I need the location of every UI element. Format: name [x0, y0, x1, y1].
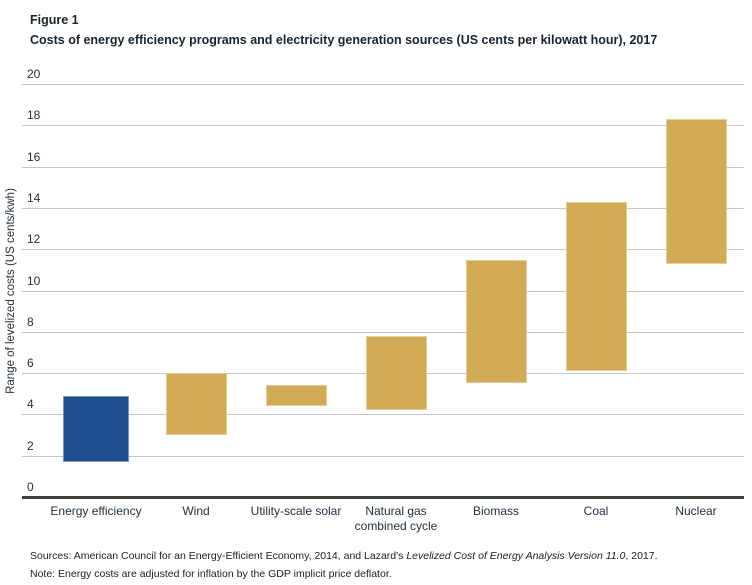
chart-title: Costs of energy efficiency programs and …: [30, 33, 658, 47]
y-tick-label-2: 2: [27, 438, 34, 453]
y-tick-label-18: 18: [27, 108, 41, 123]
x-tick-label-coal: Coal: [583, 504, 609, 518]
x-axis-line: [22, 496, 744, 499]
gridline-14: [22, 207, 744, 209]
x-tick-label-wind: Wind: [182, 504, 210, 518]
bar-energy-efficiency: [63, 395, 129, 462]
x-tick-label-natural-gas-combined-cycle: Natural gas combined cycle: [354, 504, 438, 533]
bar-wind: [165, 373, 227, 436]
x-tick-label-nuclear: Nuclear: [675, 504, 717, 518]
sources-text: Sources: American Council for an Energy-…: [30, 550, 407, 562]
sources-italic-text: Levelized Cost of Energy Analysis Versio…: [406, 550, 626, 562]
y-tick-label-0: 0: [27, 480, 34, 494]
gridline-18: [22, 125, 744, 127]
sources-line: Sources: American Council for an Energy-…: [30, 550, 745, 562]
gridline-8: [22, 331, 744, 333]
figure-label: Figure 1: [30, 13, 79, 27]
y-tick-label-6: 6: [27, 356, 34, 371]
gridline-16: [22, 166, 744, 168]
y-tick-label-8: 8: [27, 314, 34, 329]
gridline-10: [22, 290, 744, 292]
gridline-12: [22, 249, 744, 251]
x-tick-label-biomass: Biomass: [472, 504, 519, 518]
bar-biomass: [465, 259, 527, 384]
gridline-20: [22, 84, 744, 85]
bar-nuclear: [665, 119, 727, 264]
y-axis-title: Range of levelized costs (US cents/kwh): [5, 187, 17, 394]
gridline-4: [22, 414, 744, 416]
bar-natural-gas-combined-cycle: [365, 335, 427, 411]
x-tick-label-utility-scale-solar: Utility-scale solar: [250, 504, 342, 518]
bar-utility-scale-solar: [265, 385, 327, 407]
y-tick-label-16: 16: [27, 149, 41, 164]
gridline-2: [22, 455, 744, 457]
x-tick-label-energy-efficiency: Energy efficiency: [50, 504, 142, 518]
note-line: Note: Energy costs are adjusted for infl…: [30, 568, 392, 580]
sources-suffix-text: , 2017.: [625, 550, 658, 562]
y-tick-label-10: 10: [27, 273, 41, 288]
bar-coal: [565, 201, 627, 372]
y-tick-label-4: 4: [27, 397, 34, 412]
y-tick-label-14: 14: [27, 190, 41, 205]
y-tick-label-20: 20: [27, 67, 41, 81]
y-tick-label-12: 12: [27, 232, 41, 247]
